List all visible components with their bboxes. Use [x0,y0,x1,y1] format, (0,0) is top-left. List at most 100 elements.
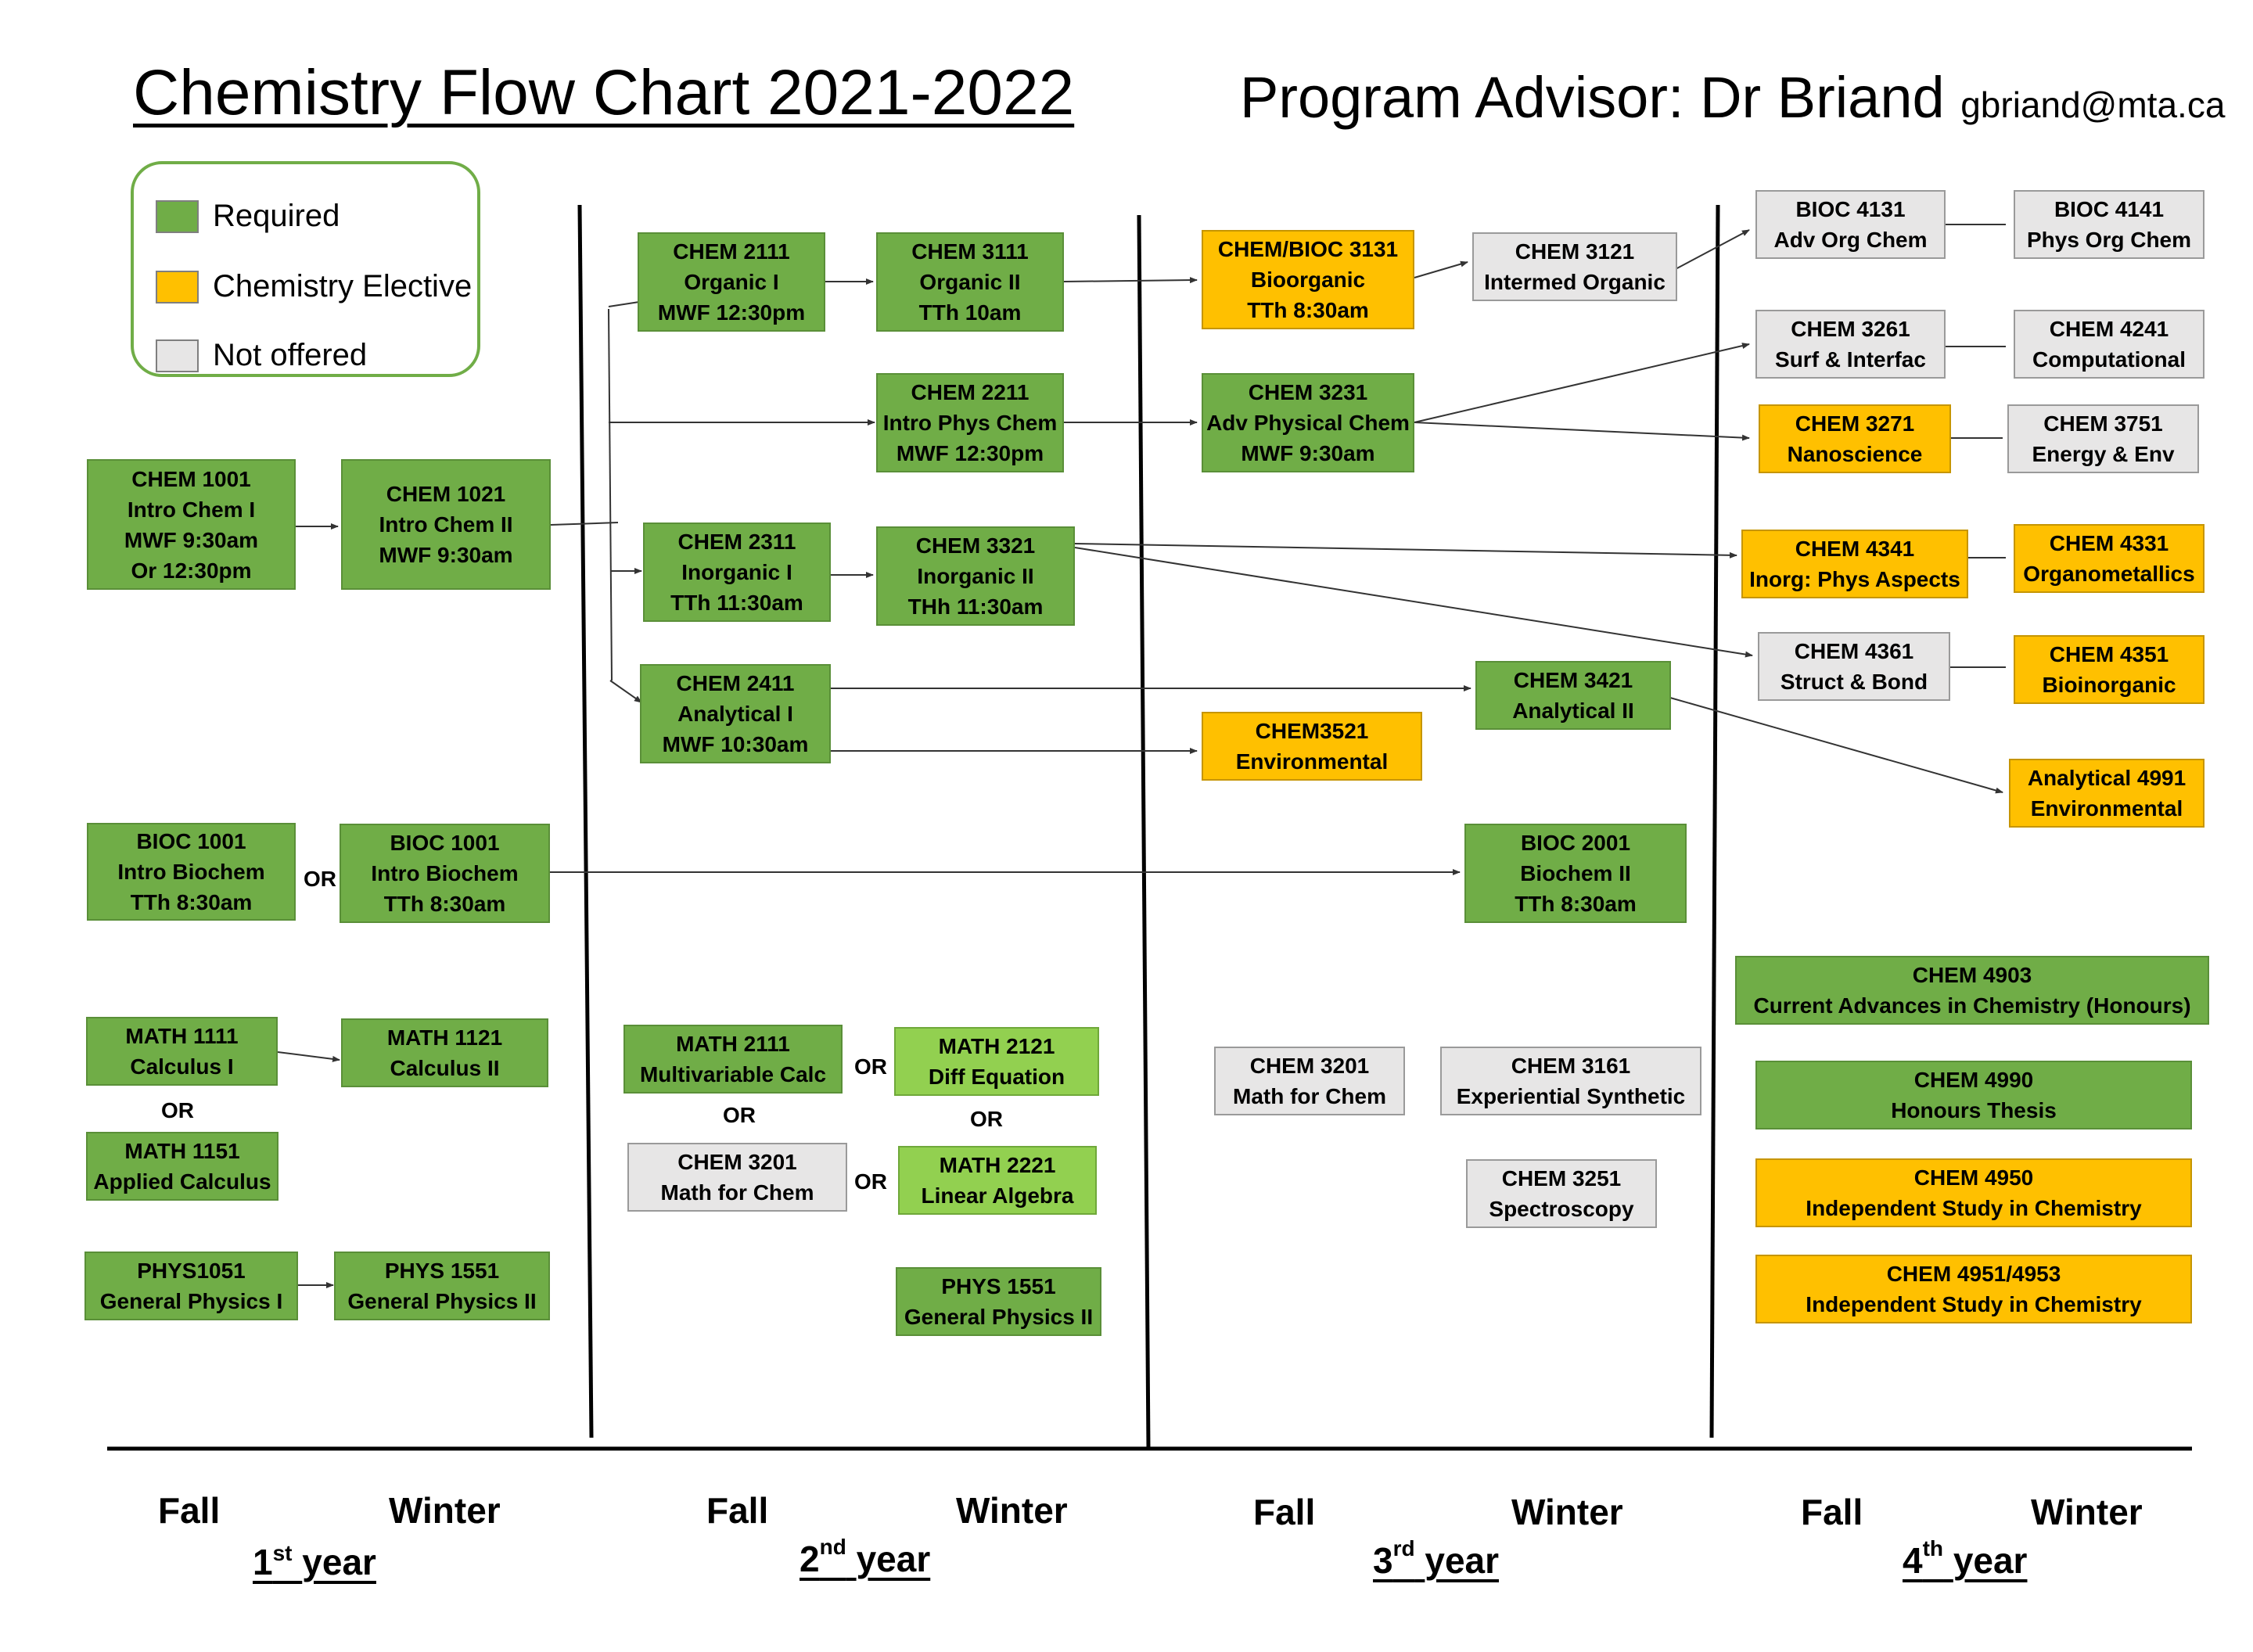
course-chem2111: CHEM 2111 Organic I MWF 12:30pm [638,232,825,332]
year-label-1: 1st year [253,1541,376,1583]
course-detail: THh 11:30am [907,594,1044,619]
arrow-chem3421-analytical4991 [1664,695,2003,794]
course-detail: Math for Chem [660,1180,814,1205]
year-label-4: 4th year [1903,1536,2028,1582]
course-detail: Phys Org Chem [2026,228,2192,252]
course-detail: General Physics II [904,1305,1094,1329]
year-suffix: th [1922,1536,1944,1560]
course-detail: Honours Thesis [1891,1098,2057,1122]
course-detail: Analytical II [1512,699,1634,723]
course-chem4950: CHEM 4950 Independent Study in Chemistry [1755,1158,2192,1227]
advisor-name: Program Advisor: Dr Briand [1240,65,1945,130]
course-code: PHYS 1551 [941,1274,1056,1298]
course-detail: Intermed Organic [1484,270,1665,294]
course-code: CHEM 3251 [1501,1166,1622,1191]
course-detail: Inorganic II [917,564,1034,588]
course-code: CHEM 4341 [1795,537,1915,561]
course-chem3321: CHEM 3321 Inorganic II THh 11:30am [876,526,1075,626]
or-label: OR [970,1107,1003,1131]
course-detail: Adv Physical Chem [1206,411,1410,435]
or-label: OR [161,1098,194,1122]
course-chem3251: CHEM 3251 Spectroscopy [1466,1159,1657,1228]
year-number: 3 [1373,1540,1393,1581]
course-detail: Or 12:30pm [131,558,252,583]
course-detail: TTh 10am [918,300,1022,325]
course-detail: Spectroscopy [1489,1197,1634,1221]
course-chem4331: CHEM 4331 Organometallics [2014,524,2204,593]
course-detail: Inorganic I [681,560,792,584]
course-chem2311: CHEM 2311 Inorganic I TTh 11:30am [643,523,831,622]
legend-swatch-required [156,199,199,233]
course-code: MATH 2121 [938,1034,1055,1058]
course-chem3201-b: CHEM 3201 Math for Chem [1214,1047,1405,1115]
course-chem4361: CHEM 4361 Struct & Bond [1758,632,1950,701]
course-bioc4131: BIOC 4131 Adv Org Chem [1755,190,1946,259]
course-detail: Calculus II [390,1056,500,1080]
course-detail: Computational [2032,347,2186,372]
divider-year1-year2 [577,204,594,1438]
course-detail: Applied Calculus [93,1169,271,1194]
course-detail: Intro Biochem [117,860,265,884]
course-code: CHEM 3111 [911,239,1029,264]
advisor-email: gbriand@mta.ca [1960,84,2226,125]
year-word: year [856,1539,931,1579]
or-label: OR [854,1169,887,1194]
term-fall-year1: Fall [158,1490,221,1531]
arrow-chem3231-chem3271 [1414,422,1750,441]
course-chem4990: CHEM 4990 Honours Thesis [1755,1061,2192,1129]
term-winter-year1: Winter [389,1490,501,1531]
course-phys1551-a: PHYS 1551 General Physics II [334,1252,550,1320]
course-detail: Inorg: Phys Aspects [1749,567,1960,591]
course-detail: Linear Algebra [921,1183,1074,1208]
course-detail: Independent Study in Chemistry [1806,1196,2142,1220]
course-math2121: MATH 2121 Diff Equation [894,1027,1099,1096]
course-detail: MWF 9:30am [379,543,513,567]
arrow-chem3321-chem4341 [1074,543,1737,558]
course-detail: Math for Chem [1233,1084,1386,1108]
course-detail: Diff Equation [928,1065,1065,1089]
arrow-math1111-math1121 [277,1051,340,1062]
arrow-chem3231-chem3261 [1414,343,1750,423]
course-bioc4141: BIOC 4141 Phys Org Chem [2014,190,2204,259]
course-chem4351: CHEM 4351 Bioinorganic [2014,635,2204,704]
year-label-2: 2nd year [800,1535,931,1580]
course-chem3231: CHEM 3231 Adv Physical Chem MWF 9:30am [1202,373,1414,472]
course-detail: Intro Phys Chem [882,411,1058,435]
or-label: OR [854,1054,887,1079]
course-code: CHEM 1021 [386,482,506,506]
legend-item-required: Required [156,199,340,234]
term-fall-year3: Fall [1253,1492,1316,1532]
year-suffix: rd [1392,1536,1415,1560]
course-detail: TTh 8:30am [1247,298,1369,322]
arrow-chem3321-chem4361 [1074,547,1753,658]
course-code: CHEM 4241 [2049,317,2169,341]
course-chem3421: CHEM 3421 Analytical II [1475,661,1671,730]
course-code: Analytical 4991 [2027,766,2187,790]
course-chem49514953: CHEM 4951/4953 Independent Study in Chemi… [1755,1255,2192,1323]
course-code: CHEM 2211 [911,380,1029,404]
year-word: year [1953,1540,2028,1581]
course-code: CHEM 4990 [1913,1068,2034,1092]
course-code: CHEM 3751 [2043,411,2163,436]
course-code: PHYS 1551 [384,1259,500,1283]
course-phys1051: PHYS1051 General Physics I [84,1252,298,1320]
course-detail: Intro Biochem [371,861,519,885]
course-code: CHEM3521 [1255,719,1369,743]
course-detail: Organic II [919,270,1021,294]
line-chem1021-branch [550,522,619,526]
course-code: MATH 2111 [676,1032,790,1056]
course-chem3201-a: CHEM 3201 Math for Chem [627,1143,847,1212]
year-number: 2 [800,1539,820,1579]
course-detail: Nanoscience [1787,442,1923,466]
course-detail: TTh 11:30am [670,591,803,615]
branch-trunk [608,308,613,681]
course-code: MATH 1121 [386,1025,503,1050]
course-math2221: MATH 2221 Linear Algebra [898,1146,1097,1215]
course-detail: Surf & Interfac [1775,347,1926,372]
term-fall-year4: Fall [1801,1492,1863,1532]
arrow-chembioc3131-chem3121 [1414,260,1468,278]
year-suffix: nd [819,1535,846,1559]
year-number: 4 [1903,1540,1923,1581]
